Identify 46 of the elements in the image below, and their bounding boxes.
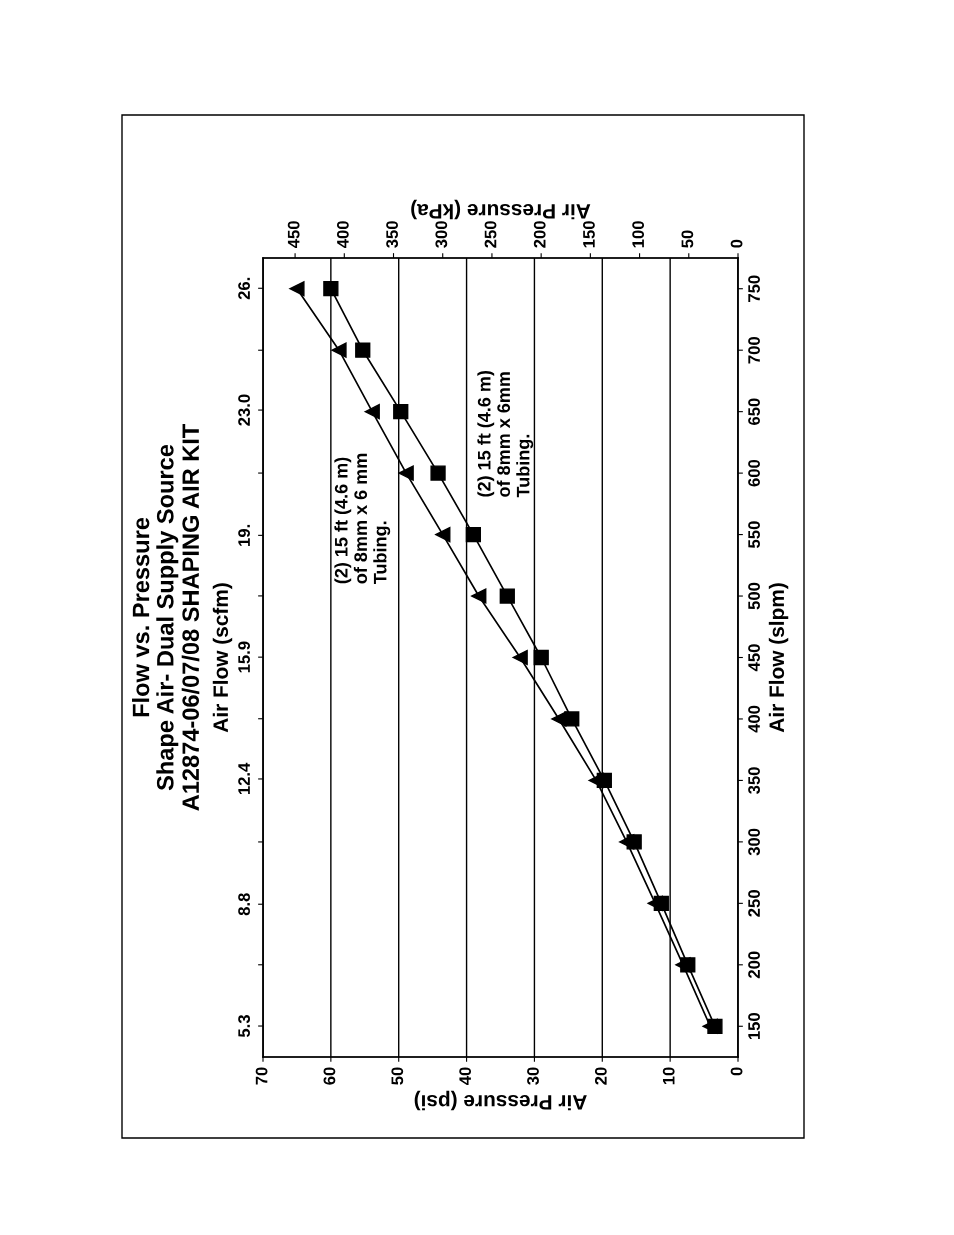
y-axis-title: Air Flow (slpm) <box>768 583 789 733</box>
y2-tick-label: 19. <box>238 524 250 546</box>
x-tick-label: 50 <box>391 1067 404 1085</box>
x-tick-label: 60 <box>323 1067 336 1085</box>
y-tick-label: 250 <box>748 890 760 917</box>
y2-tick-label: 5.3 <box>238 1015 251 1038</box>
y-tick-label: 700 <box>748 336 760 364</box>
x-tick-label: 20 <box>594 1067 607 1085</box>
x-axis-title: Air Pressure (psi) <box>414 1090 587 1111</box>
x-tick-label: 40 <box>459 1067 472 1086</box>
y-tick-label: 600 <box>748 459 760 487</box>
x2-tick-label: 250 <box>484 221 497 248</box>
y2-axis-title: Air Flow (scfm) <box>212 583 233 733</box>
y-tick-label: 450 <box>748 644 760 672</box>
x-tick-label: 70 <box>255 1067 268 1085</box>
y2-tick-label: 8.8 <box>238 893 250 916</box>
x-tick-label: 30 <box>527 1067 539 1085</box>
x2-tick-label: 300 <box>435 221 448 248</box>
y-tick-label: 150 <box>748 1013 760 1040</box>
y-tick-label: 350 <box>748 767 760 794</box>
y2-tick-label: 12.4 <box>238 762 250 795</box>
y-tick-label: 550 <box>748 521 760 548</box>
y-tick-label: 400 <box>748 705 760 733</box>
text: Shape Air- Dual Supply Source A12874-06/07/08 SHAPING AIR KIT <box>156 423 200 811</box>
text: Flow vs. Pressure <box>132 517 150 717</box>
y-tick-label: 300 <box>748 828 760 856</box>
x2-axis-title: Air Pressure (kPa) <box>411 199 591 220</box>
x-tick-label: 10 <box>662 1067 675 1085</box>
text: (2) 15 ft (4.6 m) of 8mm x 6mm Tubing. <box>477 370 534 498</box>
x2-tick-label: 200 <box>533 221 546 248</box>
y-tick-label: 650 <box>748 398 760 425</box>
y2-tick-label: 15.9 <box>238 641 250 673</box>
x2-tick-label: 400 <box>336 221 349 249</box>
x2-tick-label: 100 <box>632 221 645 248</box>
x2-tick-label: 150 <box>583 221 595 248</box>
x2-tick-label: 450 <box>287 221 300 249</box>
y2-tick-label: 23.0 <box>238 394 251 426</box>
x2-tick-label: 50 <box>681 230 694 248</box>
x2-tick-label: 0 <box>730 239 743 248</box>
y-tick-label: 750 <box>748 275 760 302</box>
y-tick-label: 200 <box>748 951 760 979</box>
y2-tick-label: 26. <box>238 277 250 300</box>
x-tick-label: 0 <box>730 1067 743 1076</box>
text: (2) 15 ft (4.6 m) of 8mm x 6 mm Tubing. <box>334 453 391 584</box>
y-tick-label: 500 <box>748 582 760 610</box>
x2-tick-label: 350 <box>386 221 399 248</box>
